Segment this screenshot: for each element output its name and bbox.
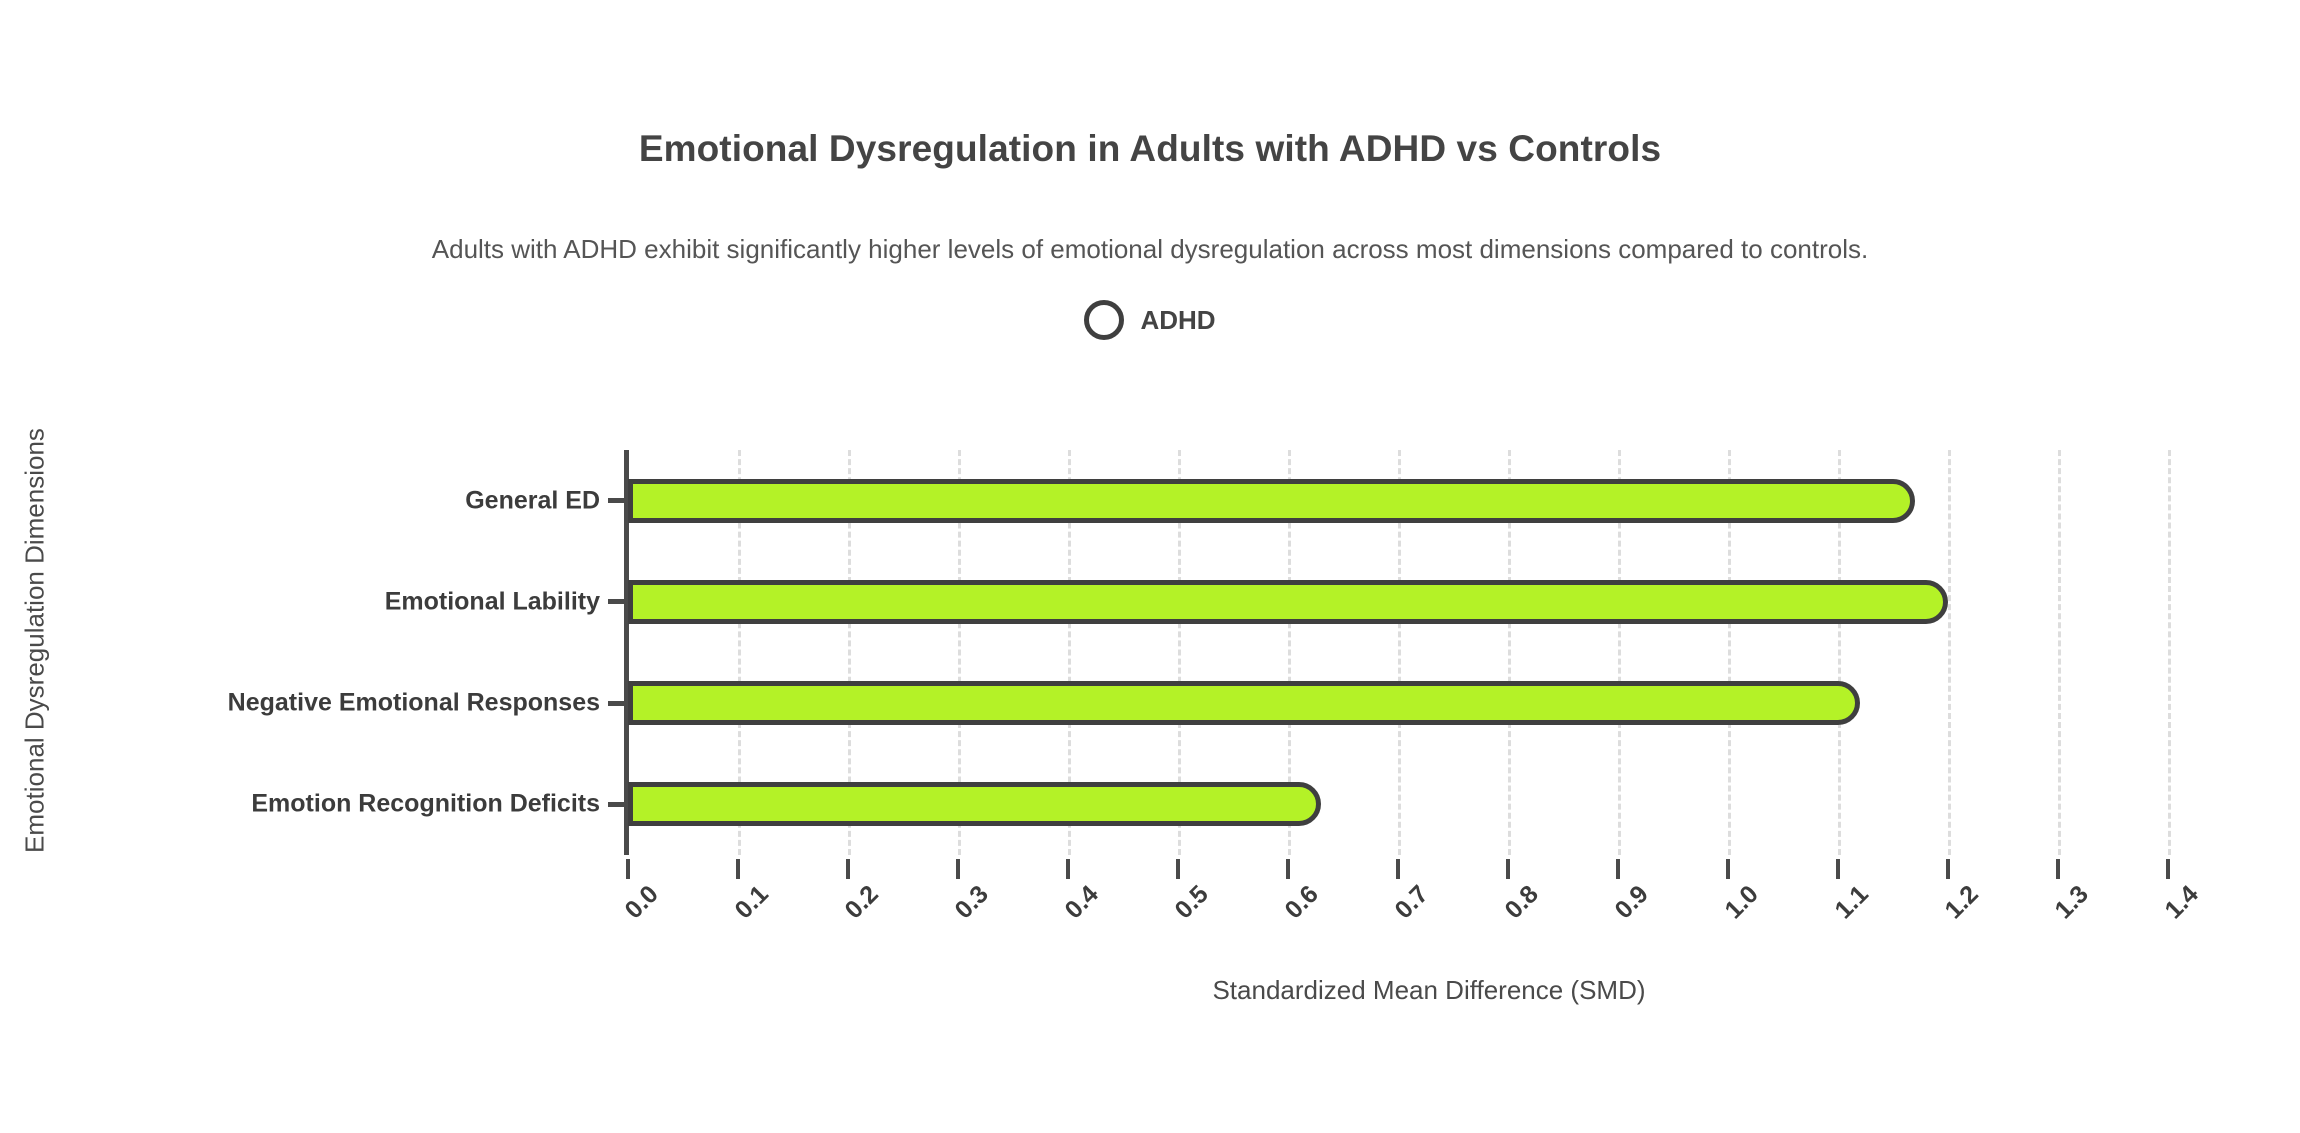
x-tick-label: 1.2 xyxy=(1939,880,1984,925)
x-tick-mark xyxy=(846,859,850,879)
y-tick-mark xyxy=(608,599,625,605)
gridline xyxy=(1068,450,1071,855)
x-tick-mark xyxy=(1506,859,1510,879)
y-tick-mark xyxy=(608,801,625,807)
x-tick-mark xyxy=(2166,859,2170,879)
gridline xyxy=(1508,450,1511,855)
gridline xyxy=(2168,450,2171,855)
x-tick-mark xyxy=(1286,859,1290,879)
legend-circle-marker-icon xyxy=(1084,300,1125,340)
x-tick-mark xyxy=(2056,859,2060,879)
gridline xyxy=(1288,450,1291,855)
x-tick-label: 0.2 xyxy=(839,880,884,925)
x-tick-mark xyxy=(626,859,630,879)
x-tick-label: 1.3 xyxy=(2049,880,2094,925)
x-axis-title: Standardized Mean Difference (SMD) xyxy=(1212,975,1646,1005)
gridline xyxy=(1728,450,1731,855)
gridline xyxy=(1398,450,1401,855)
bar[interactable] xyxy=(628,681,1860,726)
y-tick-label: Emotional Lability xyxy=(384,587,600,616)
y-tick-mark xyxy=(608,700,625,706)
x-tick-mark xyxy=(1836,859,1840,879)
x-tick-label: 0.1 xyxy=(729,880,774,925)
x-tick-mark xyxy=(1396,859,1400,879)
y-tick-label: Emotion Recognition Deficits xyxy=(251,789,600,818)
bar[interactable] xyxy=(628,579,1948,624)
x-tick-mark xyxy=(1616,859,1620,879)
legend-item-adhd[interactable]: ADHD xyxy=(1084,300,1216,340)
x-tick-mark xyxy=(1726,859,1730,879)
x-tick-label: 0.3 xyxy=(949,880,994,925)
y-axis-title: Emotional Dysregulation Dimensions xyxy=(19,428,50,853)
gridline xyxy=(1948,450,1951,855)
y-tick-label: Negative Emotional Responses xyxy=(227,688,600,717)
y-axis-tick-labels: General ED Emotional Lability Negative Emo… xyxy=(90,450,600,855)
plot-area xyxy=(608,450,2230,879)
gridline xyxy=(1178,450,1181,855)
x-axis-tick-labels: 0.0 0.1 0.2 0.3 0.4 0.5 0.6 0.7 0.8 0.9 1.0 1.1 1.2 1… xyxy=(619,880,2230,970)
x-tick-label: 0.0 xyxy=(619,880,664,925)
x-tick-label: 0.4 xyxy=(1059,880,1104,925)
legend-label: ADHD xyxy=(1140,305,1216,335)
x-tick-label: 0.8 xyxy=(1499,880,1544,925)
x-tick-label: 0.5 xyxy=(1169,880,1214,925)
chart-title: Emotional Dysregulation in Adults with A… xyxy=(638,128,1662,169)
chart-subtitle: Adults with ADHD exhibit significantly h… xyxy=(431,234,1869,264)
gridline xyxy=(958,450,961,855)
y-tick-mark xyxy=(608,498,625,504)
x-tick-label: 1.1 xyxy=(1829,880,1874,925)
gridline xyxy=(1618,450,1621,855)
gridline xyxy=(738,450,741,855)
x-tick-mark xyxy=(1066,859,1070,879)
gridline xyxy=(848,450,851,855)
y-tick-label: General ED xyxy=(465,486,600,515)
x-tick-label: 0.9 xyxy=(1609,880,1654,925)
bar[interactable] xyxy=(628,478,1915,523)
bar[interactable] xyxy=(628,782,1321,827)
x-tick-label: 1.4 xyxy=(2159,880,2204,925)
gridline xyxy=(2058,450,2061,855)
y-axis-line xyxy=(624,450,629,855)
x-tick-label: 0.7 xyxy=(1389,880,1434,925)
x-tick-mark xyxy=(1946,859,1950,879)
gridline xyxy=(1838,450,1841,855)
x-tick-mark xyxy=(736,859,740,879)
chart-legend: ADHD xyxy=(0,300,2300,340)
x-tick-label: 1.0 xyxy=(1719,880,1764,925)
x-tick-mark xyxy=(956,859,960,879)
x-tick-mark xyxy=(1176,859,1180,879)
x-tick-label: 0.6 xyxy=(1279,880,1324,925)
